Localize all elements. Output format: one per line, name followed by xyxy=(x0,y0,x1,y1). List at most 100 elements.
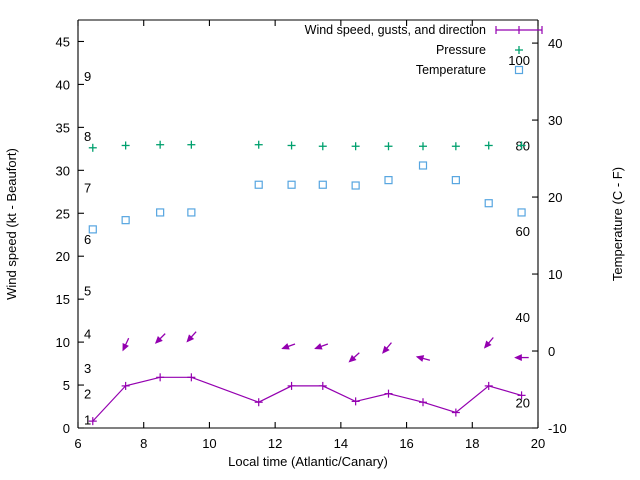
legend-entry: Pressure xyxy=(436,43,523,57)
pressure-point xyxy=(419,142,427,151)
pressure-point xyxy=(287,141,296,150)
x-tick-label: 10 xyxy=(202,436,216,451)
wind-direction-arrow-icon xyxy=(348,352,360,363)
wind-direction-arrow-icon xyxy=(314,343,329,350)
y-axis-left-title: Wind speed (kt - Beaufort) xyxy=(4,148,19,300)
beaufort-scale-labels: 1 2 3 4 5 6 7 8 9 xyxy=(84,69,91,428)
beaufort-label: 6 xyxy=(84,232,91,247)
y-tick-label: 30 xyxy=(56,163,70,178)
y2-tick-label: 20 xyxy=(548,190,562,205)
beaufort-label: 8 xyxy=(84,129,91,144)
temperature-point xyxy=(287,180,296,189)
legend-square-icon xyxy=(514,65,524,75)
beaufort-label: 3 xyxy=(84,361,91,376)
legend-entry-label: Temperature xyxy=(416,63,486,77)
y2-tick-label: -10 xyxy=(548,421,567,436)
wind-direction-arrow-icon xyxy=(122,337,130,352)
y-tick-label: 20 xyxy=(56,249,70,264)
y2-tick-label: 30 xyxy=(548,113,562,128)
x-tick-label: 18 xyxy=(465,436,479,451)
pressure-point xyxy=(451,142,460,151)
y-tick-label: 15 xyxy=(56,292,70,307)
y2-tick-label: 0 xyxy=(548,344,555,359)
x-tick-label: 8 xyxy=(140,436,147,451)
temperature-point xyxy=(121,216,130,225)
legend-entry-label: Pressure xyxy=(436,43,486,57)
temperature-point xyxy=(418,161,428,170)
pressure-point xyxy=(187,140,196,149)
temperature-point xyxy=(384,176,393,185)
wind-speed-point xyxy=(451,408,460,417)
wind-speed-point xyxy=(351,397,360,406)
beaufort-label: 2 xyxy=(84,387,91,402)
beaufort-label: 7 xyxy=(84,180,91,195)
plot-background xyxy=(78,20,538,428)
y-axis-left-ticks: 0 5 10 15 20 25 30 35 40 45 xyxy=(56,34,84,436)
series-pressure xyxy=(88,140,526,152)
fahrenheit-label: 100 xyxy=(508,53,530,68)
fahrenheit-label: 60 xyxy=(516,224,530,239)
wind-direction-arrow-icon xyxy=(415,355,431,362)
x-axis-title: Local time (Atlantic/Canary) xyxy=(228,454,388,469)
pressure-point xyxy=(121,141,130,150)
y-tick-label: 5 xyxy=(63,378,70,393)
wind-speed-point xyxy=(484,381,493,390)
wind-speed-point xyxy=(287,381,296,390)
pressure-point xyxy=(88,143,97,152)
pressure-point xyxy=(384,142,393,151)
temperature-point xyxy=(318,180,327,189)
wind-direction-arrow-icon xyxy=(154,333,166,344)
temperature-point xyxy=(517,208,526,217)
plot-frame xyxy=(77,19,539,429)
x-tick-label: 12 xyxy=(268,436,282,451)
temperature-point xyxy=(451,176,460,185)
pressure-point xyxy=(484,141,493,150)
wind-direction-arrow-icon xyxy=(281,343,296,350)
beaufort-label: 9 xyxy=(84,69,91,84)
y2-tick-label: 10 xyxy=(548,267,562,282)
beaufort-label: 4 xyxy=(84,327,91,342)
x-tick-label: 6 xyxy=(74,436,81,451)
temperature-point xyxy=(187,208,196,217)
wind-speed-point xyxy=(254,398,263,407)
fahrenheit-label: 40 xyxy=(516,310,530,325)
wind-speed-point xyxy=(156,373,165,382)
wind-speed-point xyxy=(384,389,393,398)
y-tick-label: 35 xyxy=(56,120,70,135)
pressure-point xyxy=(156,140,165,149)
pressure-point xyxy=(318,142,327,151)
chart-legend: Wind speed, gusts, and direction Pressure… xyxy=(305,23,543,77)
temperature-point xyxy=(484,199,493,208)
wind-speed-point xyxy=(419,398,427,407)
pressure-point xyxy=(351,142,360,151)
y2-tick-label: 40 xyxy=(548,36,562,51)
y-axis-right-title: Temperature (C - F) xyxy=(610,167,625,281)
x-tick-label: 20 xyxy=(531,436,545,451)
wind-speed-point xyxy=(121,381,130,390)
legend-entry-label: Wind speed, gusts, and direction xyxy=(305,23,486,37)
y-tick-label: 10 xyxy=(56,335,70,350)
wind-speed-point xyxy=(187,373,196,382)
temperature-point xyxy=(351,181,360,190)
wind-direction-arrow-icon xyxy=(514,354,529,362)
series-wind-direction-arrows xyxy=(122,331,529,363)
pressure-point xyxy=(517,141,526,150)
wind-speed-point xyxy=(517,391,526,400)
wind-direction-arrow-icon xyxy=(186,331,197,343)
beaufort-label: 1 xyxy=(84,412,91,427)
wind-speed-point xyxy=(318,381,327,390)
beaufort-label: 5 xyxy=(84,284,91,299)
wind-speed-point xyxy=(88,417,97,426)
temperature-point xyxy=(88,225,97,234)
wind-direction-arrow-icon xyxy=(382,342,392,354)
y-tick-label: 25 xyxy=(56,206,70,221)
y-tick-label: 0 xyxy=(63,421,70,436)
x-tick-label: 16 xyxy=(399,436,413,451)
axis-frame xyxy=(77,19,539,429)
y-axis-right-ticks: -10 0 10 20 30 40 xyxy=(532,36,567,436)
legend-entry: Temperature xyxy=(416,63,524,77)
x-axis-ticks: 6 8 10 12 14 16 18 20 xyxy=(74,20,545,451)
